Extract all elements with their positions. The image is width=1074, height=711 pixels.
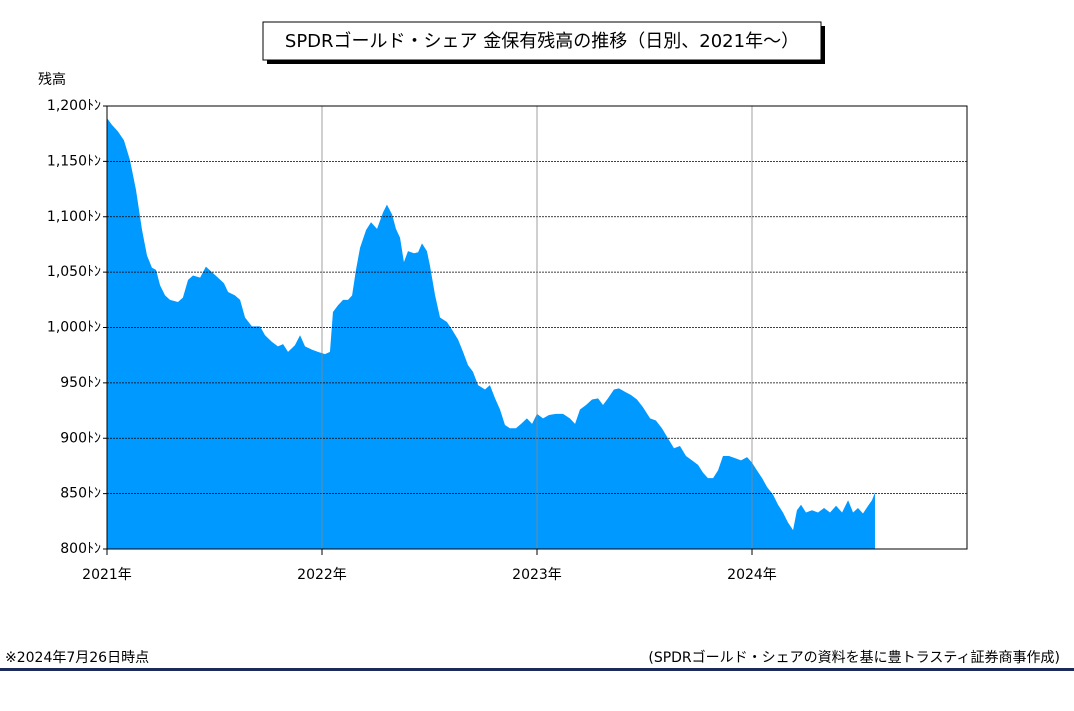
y-tick-label: 950ﾄﾝ <box>60 375 101 391</box>
chart-title: SPDRゴールド・シェア 金保有残高の推移（日別、2021年～） <box>285 31 799 52</box>
y-tick-label: 1,150ﾄﾝ <box>47 153 101 169</box>
plot-border <box>106 105 968 550</box>
y-axis-label: 残高 <box>38 71 66 88</box>
x-tick-label: 2022年 <box>297 567 347 583</box>
x-tick-label: 2024年 <box>727 567 777 583</box>
x-tick-label: 2021年 <box>82 567 132 583</box>
bottom-rule <box>0 668 1074 671</box>
y-tick-label: 800ﾄﾝ <box>60 541 101 557</box>
y-tick-label: 1,200ﾄﾝ <box>47 98 101 114</box>
note-left: ※2024年7月26日時点 <box>5 650 149 666</box>
area <box>107 118 875 550</box>
x-tick-label: 2023年 <box>512 567 562 583</box>
plot-area: 800ﾄﾝ 850ﾄﾝ 900ﾄﾝ 950ﾄﾝ 1,000ﾄﾝ 1,050ﾄﾝ 1,100ﾄ… <box>47 98 968 583</box>
title-box <box>262 21 822 61</box>
y-tick-label: 1,000ﾄﾝ <box>47 320 101 336</box>
y-tick-label: 1,050ﾄﾝ <box>47 264 101 280</box>
y-tick-label: 900ﾄﾝ <box>60 430 101 446</box>
y-tick-label: 850ﾄﾝ <box>60 486 101 502</box>
note-right: (SPDRゴールド・シェアの資料を基に豊トラスティ証券商事作成) <box>648 649 1060 666</box>
y-tick-label: 1,100ﾄﾝ <box>47 209 101 225</box>
